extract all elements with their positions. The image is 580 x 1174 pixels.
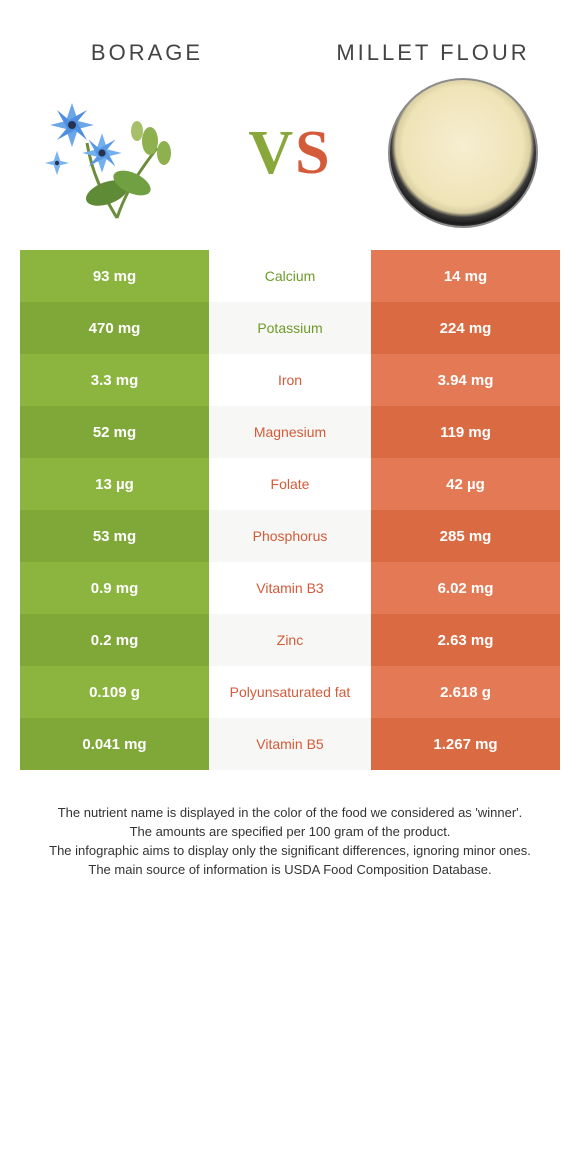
flour-bowl-icon <box>388 78 538 228</box>
footer-notes: The nutrient name is displayed in the co… <box>20 804 560 879</box>
nutrient-label: Calcium <box>209 250 371 302</box>
value-left: 93 mg <box>20 250 209 302</box>
nutrient-label: Iron <box>209 354 371 406</box>
value-left: 53 mg <box>20 510 209 562</box>
images-row: VS <box>20 78 560 228</box>
table-row: 53 mgPhosphorus285 mg <box>20 510 560 562</box>
footer-line: The main source of information is USDA F… <box>26 861 554 880</box>
value-right: 3.94 mg <box>371 354 560 406</box>
footer-line: The nutrient name is displayed in the co… <box>26 804 554 823</box>
table-row: 13 µgFolate42 µg <box>20 458 560 510</box>
title-right: MILLET FLOUR <box>316 40 550 66</box>
vs-v-letter: V <box>248 119 295 187</box>
borage-image <box>20 83 214 223</box>
vs-label: VS <box>214 118 365 189</box>
value-right: 119 mg <box>371 406 560 458</box>
nutrient-label: Vitamin B3 <box>209 562 371 614</box>
value-right: 1.267 mg <box>371 718 560 770</box>
nutrient-label: Magnesium <box>209 406 371 458</box>
value-right: 285 mg <box>371 510 560 562</box>
value-right: 2.63 mg <box>371 614 560 666</box>
table-row: 470 mgPotassium224 mg <box>20 302 560 354</box>
nutrient-label: Polyunsaturated fat <box>209 666 371 718</box>
table-row: 93 mgCalcium14 mg <box>20 250 560 302</box>
value-right: 42 µg <box>371 458 560 510</box>
value-right: 2.618 g <box>371 666 560 718</box>
borage-flower-icon <box>32 83 202 223</box>
value-left: 470 mg <box>20 302 209 354</box>
millet-flour-image <box>366 78 560 228</box>
value-right: 14 mg <box>371 250 560 302</box>
footer-line: The amounts are specified per 100 gram o… <box>26 823 554 842</box>
table-row: 0.2 mgZinc2.63 mg <box>20 614 560 666</box>
value-left: 13 µg <box>20 458 209 510</box>
table-row: 3.3 mgIron3.94 mg <box>20 354 560 406</box>
title-row: BORAGE MILLET FLOUR <box>30 40 550 66</box>
footer-line: The infographic aims to display only the… <box>26 842 554 861</box>
value-left: 52 mg <box>20 406 209 458</box>
nutrient-label: Potassium <box>209 302 371 354</box>
table-row: 0.9 mgVitamin B36.02 mg <box>20 562 560 614</box>
nutrient-table: 93 mgCalcium14 mg470 mgPotassium224 mg3.… <box>20 250 560 770</box>
value-left: 0.2 mg <box>20 614 209 666</box>
table-row: 52 mgMagnesium119 mg <box>20 406 560 458</box>
table-row: 0.109 gPolyunsaturated fat2.618 g <box>20 666 560 718</box>
nutrient-label: Vitamin B5 <box>209 718 371 770</box>
nutrient-label: Folate <box>209 458 371 510</box>
title-left: BORAGE <box>30 40 264 66</box>
value-right: 6.02 mg <box>371 562 560 614</box>
nutrient-label: Zinc <box>209 614 371 666</box>
value-right: 224 mg <box>371 302 560 354</box>
value-left: 0.109 g <box>20 666 209 718</box>
table-row: 0.041 mgVitamin B51.267 mg <box>20 718 560 770</box>
value-left: 3.3 mg <box>20 354 209 406</box>
value-left: 0.9 mg <box>20 562 209 614</box>
nutrient-label: Phosphorus <box>209 510 371 562</box>
value-left: 0.041 mg <box>20 718 209 770</box>
vs-s-letter: S <box>295 119 331 187</box>
